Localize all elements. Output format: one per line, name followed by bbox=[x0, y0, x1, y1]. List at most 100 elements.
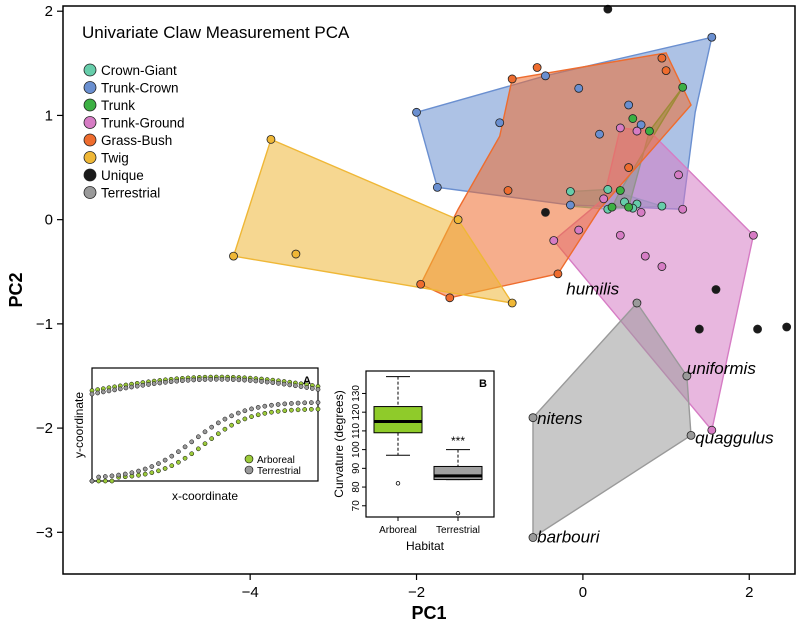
axes-layer: −4 −2 0 2 −3 −2 −1 0 1 2 bbox=[36, 3, 754, 601]
inset-a-point-arboreal-claw bbox=[229, 422, 234, 428]
inset-b-frame bbox=[365, 370, 495, 518]
annotation-quaggulus: quaggulus bbox=[695, 429, 774, 448]
inset-a-point-terrestrial-claw bbox=[275, 402, 281, 407]
inset-a-point-arboreal-claw bbox=[255, 412, 261, 418]
inset-a-ylabel: y-coordinate bbox=[72, 392, 86, 458]
legend-marker-trunk bbox=[83, 98, 97, 112]
inset-a-point-arboreal-claw bbox=[189, 451, 195, 457]
point-trunk-crown-5 bbox=[707, 32, 717, 42]
legend-label-crown-giant: Crown-Giant bbox=[101, 63, 177, 78]
inset-a-point-arboreal-claw bbox=[289, 407, 294, 413]
point-trunk-4 bbox=[607, 202, 617, 212]
inset-a-point-arboreal-claw bbox=[249, 414, 254, 419]
inset-a-point-arboreal-claw bbox=[282, 408, 288, 414]
inset-a-point-terrestrial-top bbox=[112, 387, 117, 393]
legend-marker-trunk-ground bbox=[83, 116, 97, 129]
inset-a: A x-coordinate y-coordinate Arboreal Ter… bbox=[64, 363, 322, 511]
point-trunk-crown-9 bbox=[595, 129, 604, 139]
inset-a-point-terrestrial-top bbox=[123, 385, 129, 391]
inset-a-point-terrestrial-top bbox=[225, 377, 230, 382]
point-unique-3 bbox=[694, 324, 704, 334]
hull-terrestrial bbox=[532, 301, 692, 539]
legend-label-unique: Unique bbox=[101, 168, 144, 183]
inset-a-point-terrestrial-claw bbox=[169, 453, 175, 459]
inset-a-point-terrestrial-top bbox=[163, 379, 168, 385]
point-crown-giant-1 bbox=[657, 201, 667, 211]
inset-a-point-terrestrial-claw bbox=[129, 470, 135, 476]
point-twig-3 bbox=[453, 215, 463, 225]
inset-a-point-terrestrial-claw bbox=[149, 464, 155, 469]
inset-a-point-arboreal-claw bbox=[215, 431, 221, 437]
x-tick-label: −2 bbox=[408, 584, 425, 601]
inset-a-point-terrestrial-top bbox=[129, 384, 134, 390]
inset-a-point-terrestrial-claw bbox=[109, 473, 115, 479]
y-tick-label: 2 bbox=[45, 3, 53, 20]
inset-a-point-arboreal-claw bbox=[169, 463, 175, 468]
inset-a-point-arboreal-claw bbox=[162, 466, 168, 471]
inset-a-point-terrestrial-top bbox=[134, 383, 140, 389]
inset-a-point-terrestrial-claw bbox=[242, 408, 248, 414]
inset-b-significance: *** bbox=[451, 434, 465, 448]
inset-b-y-tick-label: 120 bbox=[351, 403, 362, 420]
y-tick-label: −1 bbox=[36, 316, 53, 333]
inset-a-legend-terrestrial-marker bbox=[244, 465, 254, 475]
inset-a-point-terrestrial-top bbox=[242, 377, 247, 383]
inset-a-point-arboreal-claw bbox=[242, 416, 248, 422]
inset-a-point-terrestrial-top bbox=[310, 386, 315, 391]
inset-a-point-arboreal-claw bbox=[102, 478, 108, 484]
point-twig-4 bbox=[507, 298, 517, 308]
inset-a-point-terrestrial-top bbox=[117, 386, 123, 392]
inset-a-point-terrestrial-top bbox=[202, 377, 208, 382]
legend: Crown-Giant Trunk-Crown Trunk Trunk-Ground G… bbox=[83, 63, 185, 201]
inset-a-point-terrestrial-top bbox=[287, 382, 293, 388]
legend-marker-terrestrial bbox=[83, 186, 97, 199]
point-layer bbox=[229, 4, 792, 542]
inset-a-point-terrestrial-claw bbox=[182, 444, 188, 450]
plot-frame bbox=[62, 5, 796, 575]
inset-a-point-terrestrial-top bbox=[219, 376, 225, 382]
inset-a-point-terrestrial-claw bbox=[136, 468, 141, 474]
x-tick-label: 0 bbox=[579, 584, 587, 601]
inset-a-point-terrestrial-claw bbox=[289, 401, 294, 406]
inset-a-point-terrestrial-claw bbox=[96, 474, 101, 480]
point-grass-bush-2 bbox=[661, 66, 671, 76]
point-trunk-ground-5 bbox=[599, 194, 609, 204]
point-trunk-ground-7 bbox=[574, 225, 584, 235]
point-trunk-crown-4 bbox=[574, 83, 584, 93]
point-trunk-crown-3 bbox=[541, 71, 550, 81]
inset-a-point-arboreal-claw bbox=[235, 419, 241, 425]
inset-a-point-terrestrial-claw bbox=[189, 439, 195, 445]
inset-a-point-terrestrial-claw bbox=[209, 424, 214, 430]
inset-a-legend-arboreal: Arboreal bbox=[257, 455, 295, 466]
point-twig-1 bbox=[229, 251, 238, 261]
inset-a-point-terrestrial-top bbox=[185, 377, 191, 383]
legend-label-trunk-ground: Trunk-Ground bbox=[101, 116, 185, 131]
point-trunk-2 bbox=[645, 126, 654, 136]
inset-a-point-terrestrial-claw bbox=[309, 400, 314, 405]
inset-b-outlier-arboreal bbox=[395, 481, 401, 486]
inset-a-point-terrestrial-top bbox=[174, 378, 180, 384]
point-grass-bush-6 bbox=[416, 279, 426, 289]
point-trunk-crown-8 bbox=[636, 120, 646, 130]
inset-a-point-terrestrial-claw bbox=[269, 402, 274, 408]
inset-a-point-terrestrial-top bbox=[191, 377, 197, 383]
point-trunk-5 bbox=[624, 202, 634, 212]
point-terrestrial-2 bbox=[682, 371, 692, 381]
point-trunk-crown-2 bbox=[495, 118, 505, 128]
inset-b-y-tick-label: 100 bbox=[351, 441, 362, 458]
x-tick-label: 2 bbox=[745, 584, 753, 601]
inset-a-point-terrestrial-top bbox=[180, 378, 185, 384]
inset-a-point-terrestrial-top bbox=[151, 381, 157, 387]
y-tick-label: 0 bbox=[45, 212, 53, 229]
inset-a-point-arboreal-claw bbox=[309, 406, 314, 412]
point-trunk-ground-10 bbox=[657, 262, 667, 271]
inset-b-label: B bbox=[479, 378, 487, 390]
inset-a-point-arboreal-claw bbox=[269, 409, 274, 415]
inset-a-point-arboreal-claw bbox=[222, 426, 228, 432]
inset-b: B Curvature (degrees) Habitat 70 80 90 100 1… bbox=[328, 363, 498, 554]
inset-a-point-arboreal-claw bbox=[315, 406, 321, 412]
point-twig-2 bbox=[291, 249, 301, 259]
point-terrestrial-1 bbox=[528, 413, 538, 423]
